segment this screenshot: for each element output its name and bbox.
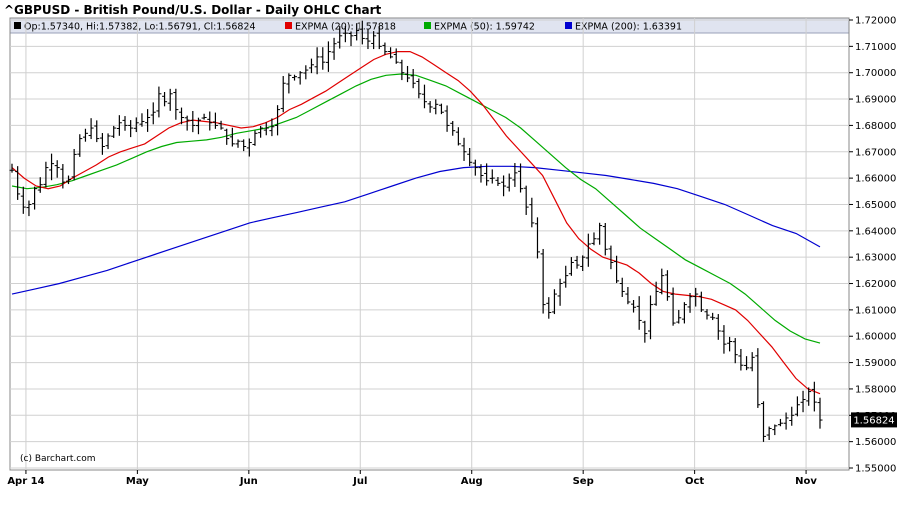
legend-ema50: EXPMA (50): 1.59742 xyxy=(434,22,535,33)
y-axis: 1.72000 1.71000 1.70000 1.69000 1.68000 1.670… xyxy=(849,16,896,475)
ema200-line xyxy=(11,165,821,295)
x-axis: Apr 14 May Jun Jul Aug Sep Oct Nov xyxy=(7,470,817,487)
y-tick-label: 1.61000 xyxy=(855,305,896,316)
x-tick-label: Nov xyxy=(795,476,817,487)
y-tick-label: 1.58000 xyxy=(855,384,896,395)
credit-text: (c) Barchart.com xyxy=(20,454,96,464)
ema20-line xyxy=(11,50,821,395)
y-tick-label: 1.66000 xyxy=(855,174,896,185)
quote-swatch-icon xyxy=(14,22,21,29)
y-tick-label: 1.59000 xyxy=(855,358,896,369)
ema20-series xyxy=(11,50,821,395)
y-tick-label: 1.69000 xyxy=(855,95,896,106)
legend-quote: Op:1.57340, Hi:1.57382, Lo:1.56791, Cl:1… xyxy=(24,22,256,33)
y-tick-label: 1.68000 xyxy=(855,121,896,132)
y-tick-label: 1.62000 xyxy=(855,279,896,290)
legend-ema200: EXPMA (200): 1.63391 xyxy=(575,22,682,33)
x-tick-label: Jun xyxy=(239,476,258,487)
ema50-swatch-icon xyxy=(424,22,431,29)
ema20-swatch-icon xyxy=(285,22,292,29)
last-price-tag-box xyxy=(851,412,897,428)
plot-frame xyxy=(9,17,850,471)
ema50-series xyxy=(11,73,821,344)
y-tick-label: 1.71000 xyxy=(855,42,896,53)
chart-title: ^GBPUSD - British Pound/U.S. Dollar - Da… xyxy=(4,3,382,17)
y-tick-label: 1.60000 xyxy=(855,332,896,343)
y-tick-label: 1.67000 xyxy=(855,147,896,158)
ema200-series xyxy=(11,165,821,295)
y-tick-label: 1.56000 xyxy=(855,437,896,448)
x-tick-label: Jul xyxy=(352,476,367,487)
x-tick-label: May xyxy=(126,476,149,487)
x-tick-label: Aug xyxy=(461,476,483,487)
ema50-line xyxy=(11,73,821,344)
last-price-tag: 1.56824 xyxy=(853,415,894,426)
x-tick-label: Sep xyxy=(573,476,594,487)
x-tick-label: Apr 14 xyxy=(7,476,44,487)
y-tick-label: 1.64000 xyxy=(855,226,896,237)
y-tick-label: 1.72000 xyxy=(855,16,896,27)
y-tick-label: 1.55000 xyxy=(855,464,896,475)
ema200-swatch-icon xyxy=(565,22,572,29)
y-tick-label: 1.65000 xyxy=(855,200,896,211)
x-tick-label: Oct xyxy=(685,476,704,487)
y-tick-label: 1.63000 xyxy=(855,253,896,264)
ohlc-series xyxy=(9,20,823,442)
y-tick-label: 1.70000 xyxy=(855,68,896,79)
grid-layer xyxy=(10,18,849,470)
